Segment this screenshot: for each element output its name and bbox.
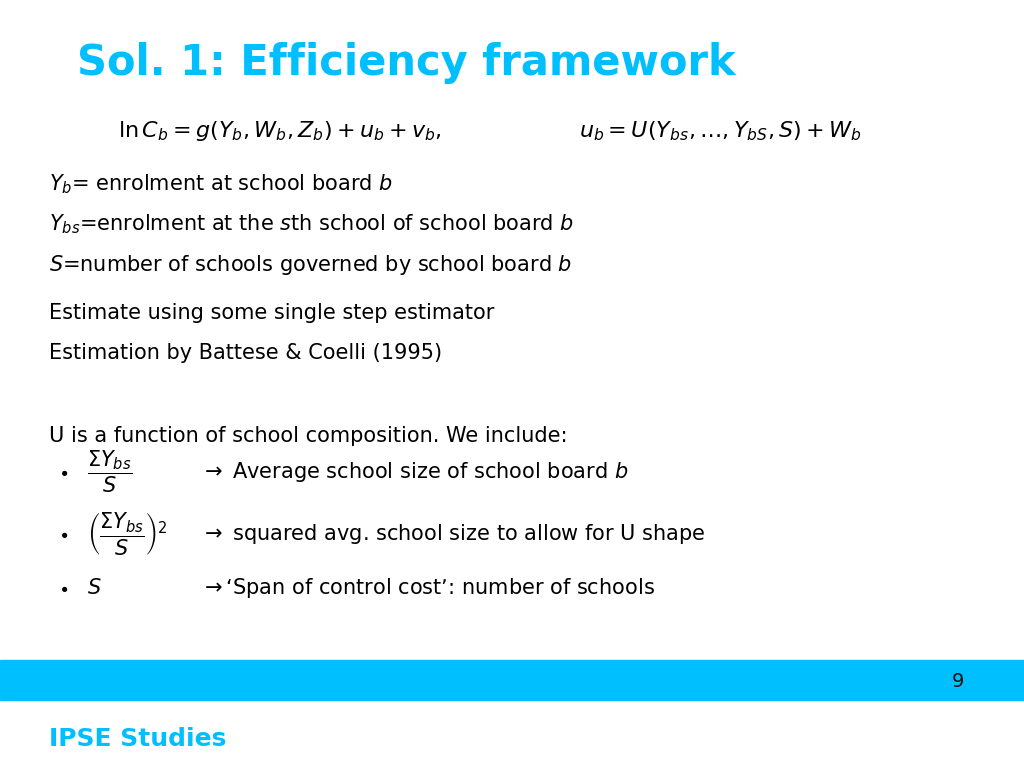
Text: $\rightarrow$ squared avg. school size to allow for U shape: $\rightarrow$ squared avg. school size t… [200,521,706,546]
Text: IPSE Studies: IPSE Studies [49,727,226,751]
Text: $\rightarrow$ Average school size of school board $b$: $\rightarrow$ Average school size of sch… [200,460,628,485]
Text: Sol. 1: Efficiency framework: Sol. 1: Efficiency framework [77,42,735,84]
Text: 9: 9 [951,672,964,690]
Text: $Y_{bs}$=enrolment at the $s$th school of school board $b$: $Y_{bs}$=enrolment at the $s$th school o… [49,213,574,237]
Text: $Y_b$= enrolment at school board $b$: $Y_b$= enrolment at school board $b$ [49,173,393,197]
Text: $\ln C_b = g(Y_b, W_b, Z_b) + u_b + v_b,$: $\ln C_b = g(Y_b, W_b, Z_b) + u_b + v_b,… [118,119,441,143]
Text: Estimate using some single step estimator: Estimate using some single step estimato… [49,303,495,323]
Text: Estimation by Battese & Coelli (1995): Estimation by Battese & Coelli (1995) [49,343,442,362]
Bar [0,660,1024,700]
Text: $\left(\dfrac{\Sigma Y_{bs}}{S}\right)^2$: $\left(\dfrac{\Sigma Y_{bs}}{S}\right)^2… [87,510,168,558]
Text: $S$=number of schools governed by school board $b$: $S$=number of schools governed by school… [49,253,572,276]
Text: $\bullet$: $\bullet$ [58,525,69,543]
Text: $\rightarrow$‘Span of control cost’: number of schools: $\rightarrow$‘Span of control cost’: num… [200,575,654,600]
Text: $\bullet$: $\bullet$ [58,463,69,482]
Text: $u_b = U(Y_{bs}, \ldots, Y_{bS}, S) + W_b$: $u_b = U(Y_{bs}, \ldots, Y_{bS}, S) + W_… [579,119,861,143]
Text: $S$: $S$ [87,578,101,598]
Text: $\bullet$: $\bullet$ [58,578,69,597]
Text: U is a function of school composition. We include:: U is a function of school composition. W… [49,426,567,446]
Text: $\dfrac{\Sigma Y_{bs}}{S}$: $\dfrac{\Sigma Y_{bs}}{S}$ [87,449,132,495]
